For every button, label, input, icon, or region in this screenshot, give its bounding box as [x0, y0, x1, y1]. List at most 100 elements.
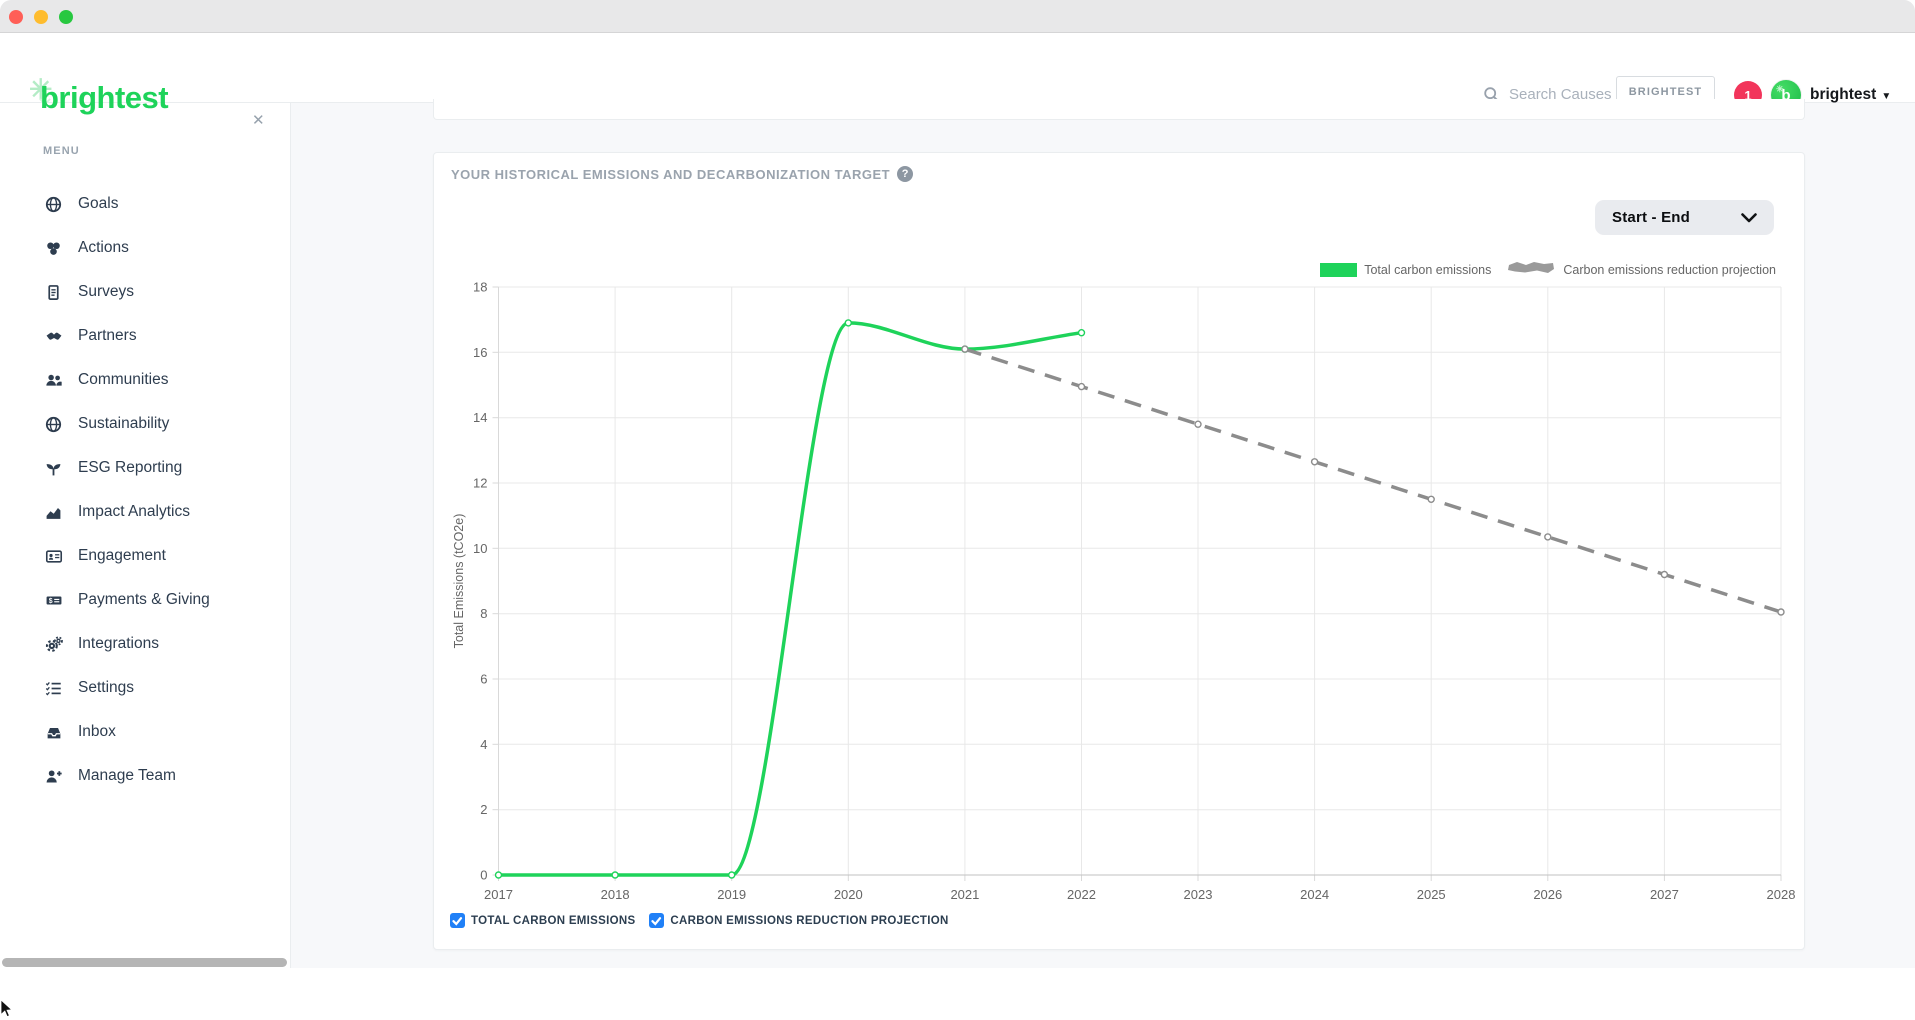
app-header: ✳ ✳ brightest Search Causes BRIGHTEST 1 … [0, 34, 1915, 116]
sidebar-item-label: Surveys [78, 283, 134, 300]
sidebar-item-settings[interactable]: Settings [0, 666, 290, 710]
money-check-icon: $ [45, 592, 63, 608]
inbox-icon [45, 724, 63, 740]
previous-card-edge [433, 99, 1805, 120]
y-tick-label: 16 [473, 345, 487, 360]
series-line-total-carbon-emissions [496, 321, 1084, 877]
svg-text:$: $ [49, 598, 53, 605]
sidebar-item-inbox[interactable]: Inbox [0, 710, 290, 754]
sidebar-item-esg-reporting[interactable]: ESG Reporting [0, 446, 290, 490]
data-point [1077, 382, 1086, 391]
y-tick-label: 2 [480, 802, 487, 817]
seedling-icon [45, 460, 63, 476]
sidebar-item-payments-giving[interactable]: $ Payments & Giving [0, 578, 290, 622]
y-tick-label: 8 [480, 606, 487, 621]
coins-icon [45, 240, 63, 256]
y-tick-label: 12 [473, 476, 487, 491]
sidebar-item-engagement[interactable]: Engagement [0, 534, 290, 578]
card-title-row: YOUR HISTORICAL EMISSIONS AND DECARBONIZ… [451, 166, 914, 182]
sidebar-item-sustainability[interactable]: Sustainability [0, 402, 290, 446]
user-menu-label: brightest [1810, 86, 1877, 103]
x-tick-label: 2018 [601, 887, 630, 902]
survey-icon [45, 284, 63, 300]
caret-down-icon: ▼ [1881, 90, 1892, 102]
minimize-button[interactable] [34, 10, 48, 24]
sidebar-item-actions[interactable]: Actions [0, 226, 290, 270]
sidebar-item-label: Partners [78, 327, 137, 344]
y-tick-label: 14 [473, 410, 487, 425]
y-tick-label: 18 [473, 280, 487, 295]
sidebar-item-label: Engagement [78, 547, 166, 564]
date-range-label: Start - End [1612, 209, 1691, 226]
sidebar-item-label: Payments & Giving [78, 591, 210, 608]
checkbox-carbon-emissions-reduction-projection[interactable] [649, 913, 665, 928]
card-title: YOUR HISTORICAL EMISSIONS AND DECARBONIZ… [451, 166, 891, 182]
chart-legend: Total carbon emissions Carbon emissions r… [1320, 260, 1776, 280]
y-tick-label: 0 [480, 868, 487, 883]
y-tick-label: 4 [480, 737, 487, 752]
sidebar-item-label: Settings [78, 679, 135, 696]
x-tick-label: 2023 [1184, 887, 1213, 902]
sidebar-item-integrations[interactable]: Integrations [0, 622, 290, 666]
data-point [1194, 420, 1202, 428]
sidebar-item-label: Actions [78, 239, 129, 256]
data-point [1544, 533, 1552, 541]
sidebar-item-surveys[interactable]: Surveys [0, 270, 290, 314]
x-tick-label: 2027 [1650, 887, 1679, 902]
avatar-letter: b [1781, 86, 1791, 104]
x-tick-label: 2025 [1417, 887, 1446, 902]
id-card-icon [45, 548, 63, 564]
sidebar-item-communities[interactable]: Communities [0, 358, 290, 402]
y-tick-label: 6 [480, 672, 487, 687]
user-plus-icon [45, 768, 63, 784]
legend-item-total-carbon-emissions: Total carbon emissions [1320, 263, 1491, 277]
data-point [1777, 608, 1785, 616]
globe-icon [45, 416, 63, 432]
checkbox-label: TOTAL CARBON EMISSIONS [471, 914, 636, 927]
brightest-logo[interactable]: ✳ ✳ brightest [29, 74, 169, 116]
menu-heading: MENU [43, 145, 80, 157]
data-point [1310, 458, 1319, 466]
sidebar-item-manage-team[interactable]: Manage Team [0, 754, 290, 798]
horizontal-scrollbar-thumb[interactable] [2, 958, 287, 967]
data-point [1077, 328, 1086, 337]
data-point [1660, 570, 1669, 579]
sidebar-item-impact-analytics[interactable]: Impact Analytics [0, 490, 290, 534]
y-tick-label: 10 [473, 541, 487, 556]
legend-item-carbon-emissions-reduction-projection: Carbon emissions reduction projection [1507, 260, 1776, 280]
mouse-cursor [0, 1000, 13, 1018]
legend-label: Carbon emissions reduction projection [1563, 263, 1776, 277]
x-tick-label: 2021 [950, 887, 979, 902]
user-menu[interactable]: brightest ▼ [1810, 86, 1891, 104]
emissions-card: YOUR HISTORICAL EMISSIONS AND DECARBONIZ… [433, 152, 1805, 950]
checkbox-total-carbon-emissions[interactable] [450, 913, 465, 928]
zoom-button[interactable] [59, 10, 73, 24]
y-axis-title: Total Emissions (tCO2e) [452, 513, 466, 649]
close-button[interactable] [9, 10, 23, 24]
sidebar-close-icon[interactable]: ✕ [252, 112, 265, 129]
sidebar-item-goals[interactable]: Goals [0, 182, 290, 226]
sidebar-item-partners[interactable]: Partners [0, 314, 290, 358]
sidebar: ✕ MENU Goals Actions Surveys Partners Commun… [0, 103, 291, 968]
sidebar-item-label: ESG Reporting [78, 459, 183, 476]
chevron-down-icon [1741, 212, 1757, 222]
globe-icon [45, 196, 63, 212]
x-tick-label: 2026 [1533, 887, 1562, 902]
x-tick-label: 2017 [484, 887, 513, 902]
x-tick-label: 2020 [834, 887, 863, 902]
gears-icon [45, 635, 63, 652]
legend-swatch-dashed [1507, 260, 1556, 280]
sidebar-item-label: Manage Team [78, 767, 176, 784]
sidebar-item-label: Sustainability [78, 415, 170, 432]
data-point [1427, 495, 1435, 503]
data-point [611, 871, 619, 879]
date-range-selector[interactable]: Start - End [1595, 200, 1774, 235]
help-icon[interactable]: ? [897, 166, 914, 182]
sidebar-menu: Goals Actions Surveys Partners Communities Su… [0, 182, 290, 798]
chart-area-icon [45, 504, 63, 520]
sidebar-item-label: Communities [78, 371, 169, 388]
data-point [728, 871, 736, 879]
x-tick-label: 2019 [717, 887, 746, 902]
toggle-carbon-emissions-reduction-projection: CARBON EMISSIONS REDUCTION PROJECTION [649, 913, 948, 928]
checkbox-label: CARBON EMISSIONS REDUCTION PROJECTION [670, 914, 949, 927]
